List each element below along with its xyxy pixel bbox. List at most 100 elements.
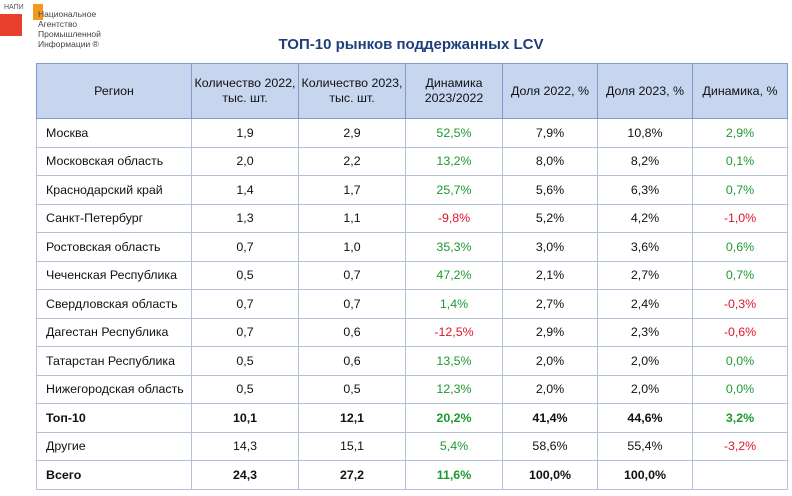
cell-qty-2023: 0,6 <box>298 346 406 376</box>
logo-line: Информации ® <box>38 39 99 49</box>
table-row: Ростовская область 0,7 1,0 35,3% 3,0% 3,6% 0,6… <box>36 232 788 262</box>
cell-qty-2023: 0,5 <box>298 374 406 404</box>
cell-qty-2022: 14,3 <box>191 431 299 461</box>
cell-dynamics: 12,3% <box>405 374 503 404</box>
cell-qty-2022: 0,7 <box>191 289 299 319</box>
logo-line: Национальное <box>38 9 97 19</box>
cell-share-2022: 100,0% <box>502 460 598 490</box>
header-dynamics: Динамика 2023/2022 <box>405 63 503 119</box>
table-row: Краснодарский край 1,4 1,7 25,7% 5,6% 6,3% 0,7… <box>36 175 788 205</box>
cell-qty-2022: 0,5 <box>191 346 299 376</box>
header-share-2022: Доля 2022, % <box>502 63 598 119</box>
cell-region: Санкт-Петербург <box>36 203 192 233</box>
cell-qty-2022: 2,0 <box>191 146 299 176</box>
cell-share-dynamics: 0,7% <box>692 175 788 205</box>
logo-line: Промышленной <box>38 29 101 39</box>
cell-qty-2023: 27,2 <box>298 460 406 490</box>
header-share-2023: Доля 2023, % <box>597 63 693 119</box>
cell-qty-2022: 1,4 <box>191 175 299 205</box>
cell-share-dynamics: 0,1% <box>692 146 788 176</box>
cell-region: Ростовская область <box>36 232 192 262</box>
cell-share-2022: 2,9% <box>502 317 598 347</box>
cell-qty-2023: 2,2 <box>298 146 406 176</box>
table-row: Топ-10 10,1 12,1 20,2% 41,4% 44,6% 3,2% <box>36 403 788 433</box>
cell-share-dynamics <box>692 460 788 490</box>
cell-share-dynamics: -3,2% <box>692 431 788 461</box>
cell-dynamics: -12,5% <box>405 317 503 347</box>
cell-qty-2022: 0,7 <box>191 317 299 347</box>
cell-qty-2023: 12,1 <box>298 403 406 433</box>
cell-share-dynamics: 0,0% <box>692 374 788 404</box>
cell-qty-2023: 1,7 <box>298 175 406 205</box>
logo-orange-bar <box>33 4 43 20</box>
cell-share-2022: 5,6% <box>502 175 598 205</box>
cell-qty-2022: 1,9 <box>191 118 299 148</box>
cell-share-2023: 2,4% <box>597 289 693 319</box>
cell-qty-2023: 1,0 <box>298 232 406 262</box>
cell-region: Другие <box>36 431 192 461</box>
cell-qty-2023: 0,7 <box>298 260 406 290</box>
cell-qty-2022: 0,7 <box>191 232 299 262</box>
table-row: Другие 14,3 15,1 5,4% 58,6% 55,4% -3,2% <box>36 431 788 461</box>
cell-region: Нижегородская область <box>36 374 192 404</box>
cell-dynamics: 25,7% <box>405 175 503 205</box>
cell-share-2023: 100,0% <box>597 460 693 490</box>
cell-share-dynamics: 0,6% <box>692 232 788 262</box>
cell-share-dynamics: -1,0% <box>692 203 788 233</box>
cell-dynamics: 11,6% <box>405 460 503 490</box>
table-row: Свердловская область 0,7 0,7 1,4% 2,7% 2,4% -0… <box>36 289 788 319</box>
cell-qty-2022: 1,3 <box>191 203 299 233</box>
header-qty-2022: Количество 2022, тыс. шт. <box>191 63 299 119</box>
table-row: Москва 1,9 2,9 52,5% 7,9% 10,8% 2,9% <box>36 118 788 148</box>
cell-share-2023: 6,3% <box>597 175 693 205</box>
cell-region: Чеченская Республика <box>36 260 192 290</box>
cell-share-2022: 41,4% <box>502 403 598 433</box>
cell-dynamics: 5,4% <box>405 431 503 461</box>
cell-share-dynamics: 0,7% <box>692 260 788 290</box>
header-region: Регион <box>36 63 192 119</box>
cell-share-2023: 10,8% <box>597 118 693 148</box>
cell-dynamics: 20,2% <box>405 403 503 433</box>
cell-share-2023: 2,0% <box>597 374 693 404</box>
cell-share-2023: 3,6% <box>597 232 693 262</box>
cell-share-2023: 2,3% <box>597 317 693 347</box>
cell-share-dynamics: -0,6% <box>692 317 788 347</box>
cell-share-2022: 3,0% <box>502 232 598 262</box>
cell-region: Свердловская область <box>36 289 192 319</box>
cell-share-2022: 58,6% <box>502 431 598 461</box>
table-row: Всего 24,3 27,2 11,6% 100,0% 100,0% <box>36 460 788 490</box>
cell-dynamics: 13,5% <box>405 346 503 376</box>
cell-share-dynamics: 0,0% <box>692 346 788 376</box>
cell-share-2022: 2,0% <box>502 374 598 404</box>
cell-share-2023: 2,7% <box>597 260 693 290</box>
cell-qty-2022: 0,5 <box>191 374 299 404</box>
cell-region: Москва <box>36 118 192 148</box>
page-title: ТОП-10 рынков поддержанных LCV <box>278 36 544 53</box>
logo-abbreviation: НАПИ <box>4 4 24 11</box>
cell-dynamics: 1,4% <box>405 289 503 319</box>
table-row: Чеченская Республика 0,5 0,7 47,2% 2,1% 2,7% 0… <box>36 260 788 290</box>
cell-dynamics: 52,5% <box>405 118 503 148</box>
cell-share-dynamics: 3,2% <box>692 403 788 433</box>
cell-region: Всего <box>36 460 192 490</box>
cell-dynamics: 47,2% <box>405 260 503 290</box>
logo-line: Агентство <box>38 19 78 29</box>
cell-share-2022: 2,7% <box>502 289 598 319</box>
cell-dynamics: 35,3% <box>405 232 503 262</box>
cell-qty-2023: 1,1 <box>298 203 406 233</box>
agency-logo: НАПИ Национальное Агентство Промышленной… <box>0 0 120 60</box>
table-row: Нижегородская область 0,5 0,5 12,3% 2,0% 2,0%… <box>36 374 788 404</box>
cell-region: Дагестан Республика <box>36 317 192 347</box>
table-row: Татарстан Республика 0,5 0,6 13,5% 2,0% 2,0% 0… <box>36 346 788 376</box>
cell-region: Краснодарский край <box>36 175 192 205</box>
cell-region: Московская область <box>36 146 192 176</box>
cell-share-2022: 2,1% <box>502 260 598 290</box>
cell-share-2022: 7,9% <box>502 118 598 148</box>
cell-qty-2023: 0,7 <box>298 289 406 319</box>
logo-red-square <box>0 14 22 36</box>
cell-share-dynamics: 2,9% <box>692 118 788 148</box>
cell-share-dynamics: -0,3% <box>692 289 788 319</box>
cell-region: Топ-10 <box>36 403 192 433</box>
cell-qty-2023: 15,1 <box>298 431 406 461</box>
cell-qty-2022: 24,3 <box>191 460 299 490</box>
